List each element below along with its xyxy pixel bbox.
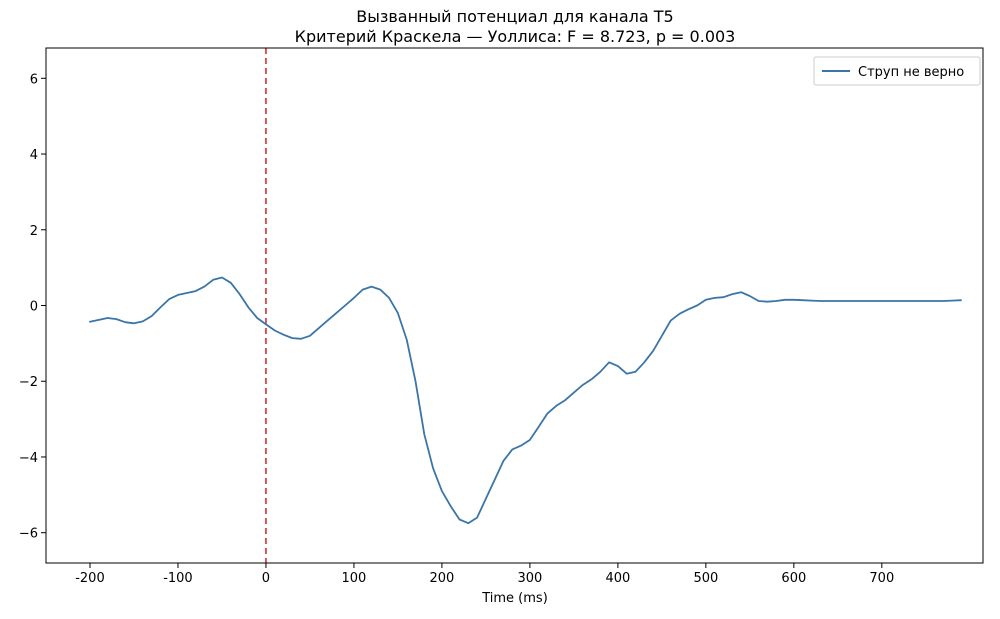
x-tick-label: 200 bbox=[430, 571, 455, 586]
x-tick-label: -200 bbox=[75, 571, 105, 586]
y-tick-label: 4 bbox=[30, 148, 38, 163]
legend-box bbox=[813, 56, 981, 86]
y-tick-label: 0 bbox=[30, 300, 38, 315]
series-line bbox=[89, 276, 962, 525]
x-tick-label: 300 bbox=[517, 571, 542, 586]
y-tick-label: −4 bbox=[19, 451, 38, 466]
legend-label: Струп не верно bbox=[858, 65, 964, 80]
plot-frame bbox=[45, 47, 984, 564]
x-tick-label: 400 bbox=[605, 571, 630, 586]
y-tick-label: 6 bbox=[30, 72, 38, 87]
x-tick-label: 600 bbox=[781, 571, 806, 586]
plot-area: -200 -100 0 100 200 300 400 500 600 700 −6 −4 −2 0 2 4 6 bbox=[19, 47, 984, 586]
x-tick-label: 500 bbox=[693, 571, 718, 586]
x-tick-label: 700 bbox=[869, 571, 894, 586]
legend: Струп не верно bbox=[813, 56, 981, 86]
x-axis-label: Time (ms) bbox=[481, 591, 548, 606]
y-tick-label: −6 bbox=[19, 527, 38, 542]
chart-title: Вызванный потенциал для канала T5 bbox=[356, 7, 673, 26]
y-tick-label: 2 bbox=[30, 224, 38, 239]
chart-subtitle: Критерий Краскела — Уоллиса: F = 8.723, … bbox=[295, 27, 736, 46]
y-tick-label: −2 bbox=[19, 375, 38, 390]
x-tick-label: 100 bbox=[342, 571, 367, 586]
x-tick-label: -100 bbox=[163, 571, 193, 586]
x-tick-label: 0 bbox=[262, 571, 270, 586]
